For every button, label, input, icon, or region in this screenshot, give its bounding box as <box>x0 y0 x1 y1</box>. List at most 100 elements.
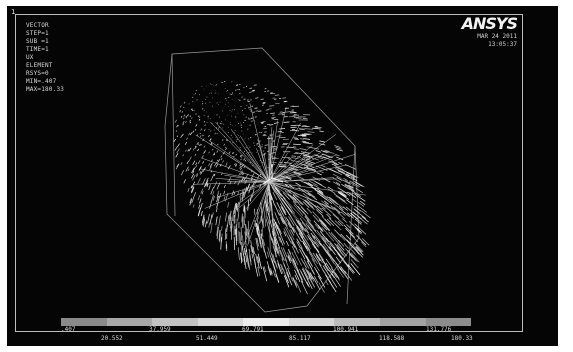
vector-arrow <box>213 173 216 177</box>
vector-arrow <box>333 203 340 208</box>
vector-arrow <box>324 264 329 272</box>
vector-plot-area[interactable] <box>7 6 558 346</box>
vector-arrow <box>266 202 270 212</box>
vector-arrow <box>216 226 219 240</box>
vector-arrow <box>356 234 361 239</box>
vector-arrow <box>287 255 291 261</box>
vector-arrow <box>268 181 323 210</box>
vector-arrow <box>237 191 240 196</box>
vector-arrow <box>292 194 304 205</box>
vector-arrow <box>197 143 200 146</box>
vector-arrow <box>240 226 242 241</box>
vector-arrow <box>240 242 243 251</box>
vector-arrow <box>301 268 308 280</box>
vector-arrow <box>195 172 198 176</box>
info-line: RSYS=0 <box>26 70 49 77</box>
vector-arrow <box>344 183 353 189</box>
vector-arrow <box>187 188 190 192</box>
vector-arrow <box>292 168 297 171</box>
vector-arrow <box>243 204 245 212</box>
vector-arrow <box>325 237 330 243</box>
vector-arrow <box>303 262 308 269</box>
vector-arrow <box>296 241 301 249</box>
vector-arrow <box>254 107 258 109</box>
legend-label: 180.33 <box>451 335 473 342</box>
vector-arrow <box>245 181 270 210</box>
legend-label: 100.941 <box>333 326 359 333</box>
vector-arrow <box>307 261 312 269</box>
vector-arrow <box>337 220 344 227</box>
vector-arrow <box>304 268 311 278</box>
vector-arrow <box>359 200 366 206</box>
vector-arrow <box>243 255 247 270</box>
vector-arrow <box>301 140 307 142</box>
vector-arrow <box>189 115 191 118</box>
vector-arrow <box>241 191 245 202</box>
info-line: MIN=.407 <box>26 78 57 85</box>
vector-arrow <box>268 144 314 183</box>
vector-arrow <box>186 137 189 140</box>
vector-arrow <box>200 128 203 131</box>
vector-arrow <box>268 181 313 193</box>
vector-arrow <box>292 200 301 210</box>
vector-arrow <box>188 156 192 162</box>
vector-arrow <box>220 157 223 161</box>
vector-arrow <box>268 154 338 183</box>
vector-arrow <box>175 130 178 132</box>
vector-arrow <box>189 197 192 204</box>
vector-arrow <box>303 141 309 143</box>
vector-arrow <box>194 129 197 131</box>
vector-arrow <box>205 180 209 186</box>
vector-arrow <box>325 262 333 274</box>
vector-arrow <box>340 266 347 274</box>
vector-arrow <box>297 269 303 281</box>
vector-arrow <box>347 264 355 274</box>
vector-arrow <box>232 210 235 221</box>
vector-arrow <box>203 129 206 132</box>
vector-arrow <box>321 207 332 217</box>
vector-arrow <box>208 186 211 191</box>
vector-arrow <box>284 258 290 270</box>
vector-arrow <box>211 173 215 178</box>
vector-arrow <box>220 237 222 250</box>
vector-arrow <box>262 239 266 247</box>
vector-arrow <box>215 92 217 94</box>
vector-arrow <box>318 282 325 293</box>
vector-arrow <box>330 272 335 279</box>
vector-arrow <box>251 253 254 259</box>
vector-arrow <box>174 119 178 123</box>
vector-arrow <box>321 259 331 272</box>
vector-arrow <box>274 94 280 96</box>
vector-arrow <box>291 241 295 248</box>
vector-arrow <box>268 153 316 183</box>
vector-arrow <box>299 222 307 232</box>
vector-arrow <box>356 204 368 213</box>
legend-color-segment <box>288 318 335 326</box>
vector-arrow <box>196 99 198 101</box>
vector-arrow <box>282 247 288 258</box>
legend-color-segment <box>379 318 426 326</box>
vector-arrow <box>239 155 242 157</box>
vector-arrow <box>361 216 369 223</box>
vector-arrow <box>306 166 317 171</box>
vector-arrow <box>313 184 320 189</box>
vector-arrow <box>354 205 362 212</box>
vector-arrow <box>201 178 206 185</box>
vector-arrow <box>239 231 241 245</box>
vector-arrow <box>318 190 324 194</box>
vector-arrow <box>255 222 259 235</box>
vector-arrow <box>311 258 320 272</box>
vector-arrow <box>284 176 292 180</box>
vector-arrow <box>314 180 322 186</box>
vector-arrow <box>266 208 272 224</box>
vector-arrow <box>266 261 272 275</box>
vector-arrow <box>184 149 187 152</box>
vector-arrow <box>192 101 194 103</box>
vector-arrow <box>292 226 297 233</box>
vector-arrow <box>206 182 209 186</box>
vector-arrow <box>210 142 213 145</box>
legend-bottom-labels: 20.552 51.449 85.117 118.588 180.33 <box>61 335 473 342</box>
legend-color-segment <box>334 318 380 326</box>
vector-arrow <box>354 193 366 202</box>
vector-arrow <box>335 166 346 173</box>
